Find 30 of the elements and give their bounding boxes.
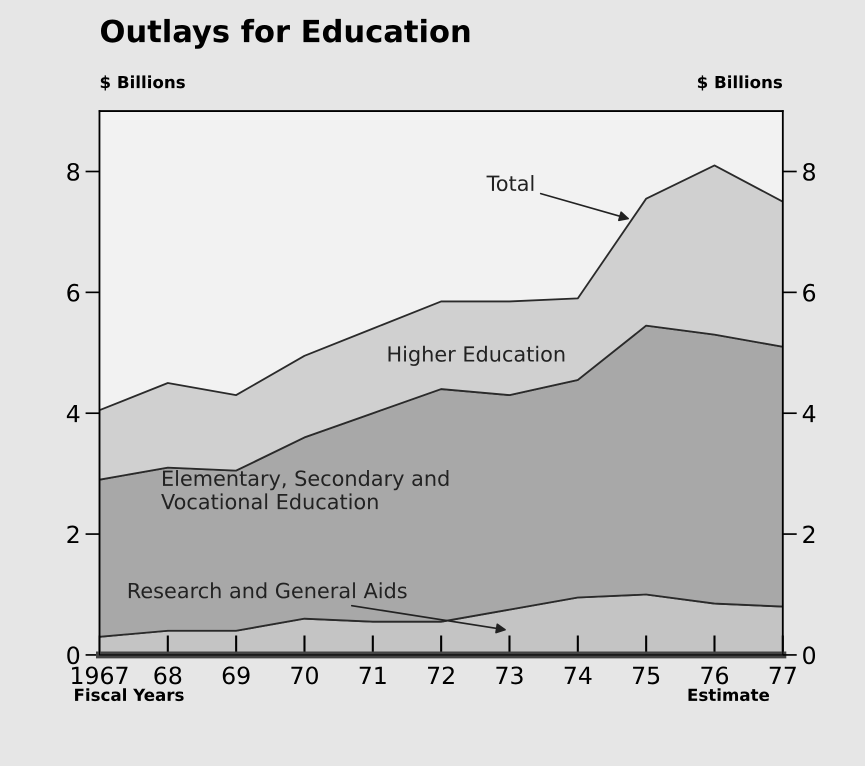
x-tick-label: 73: [496, 666, 523, 684]
x-tick-label: 75: [633, 666, 660, 684]
text: Estimate: [688, 688, 770, 702]
x-tick-label: 72: [428, 666, 454, 684]
y-tick-label: 8: [67, 162, 80, 181]
y2-tick-label: 0: [803, 646, 816, 664]
series-label: Research and General Aids: [128, 582, 407, 598]
chart-title: Outlays for Education: [101, 18, 470, 49]
y-tick-label: 4: [66, 404, 80, 422]
y-tick-label: 6: [67, 284, 80, 302]
x-tick-label: 74: [564, 666, 592, 684]
x-tick-label: 68: [154, 666, 182, 684]
annotation: Total: [486, 175, 534, 192]
x-tick-label: 76: [701, 666, 728, 684]
y2-tick-label: 4: [802, 404, 816, 422]
x-tick-label: 1967: [72, 666, 128, 684]
text: Fiscal Years: [75, 688, 184, 702]
y2-tick-label: 6: [803, 284, 816, 302]
y-tick-label: 2: [67, 526, 78, 544]
x-tick-label: 77: [770, 666, 796, 684]
y2-tick-label: 2: [803, 526, 814, 544]
x-tick-label: 69: [222, 666, 250, 684]
series-label: Elementary, Secondary and Vocational Education: [161, 470, 448, 510]
y2-tick-label: 8: [803, 162, 815, 181]
y-axis-title: $ Billions: [100, 75, 185, 91]
series-label: Higher Education: [388, 346, 564, 366]
x-tick-label: 70: [291, 666, 318, 684]
y2-axis-title: $ Billions: [698, 75, 782, 91]
y-tick-label: 0: [67, 646, 80, 664]
x-tick-label: 71: [360, 666, 386, 684]
